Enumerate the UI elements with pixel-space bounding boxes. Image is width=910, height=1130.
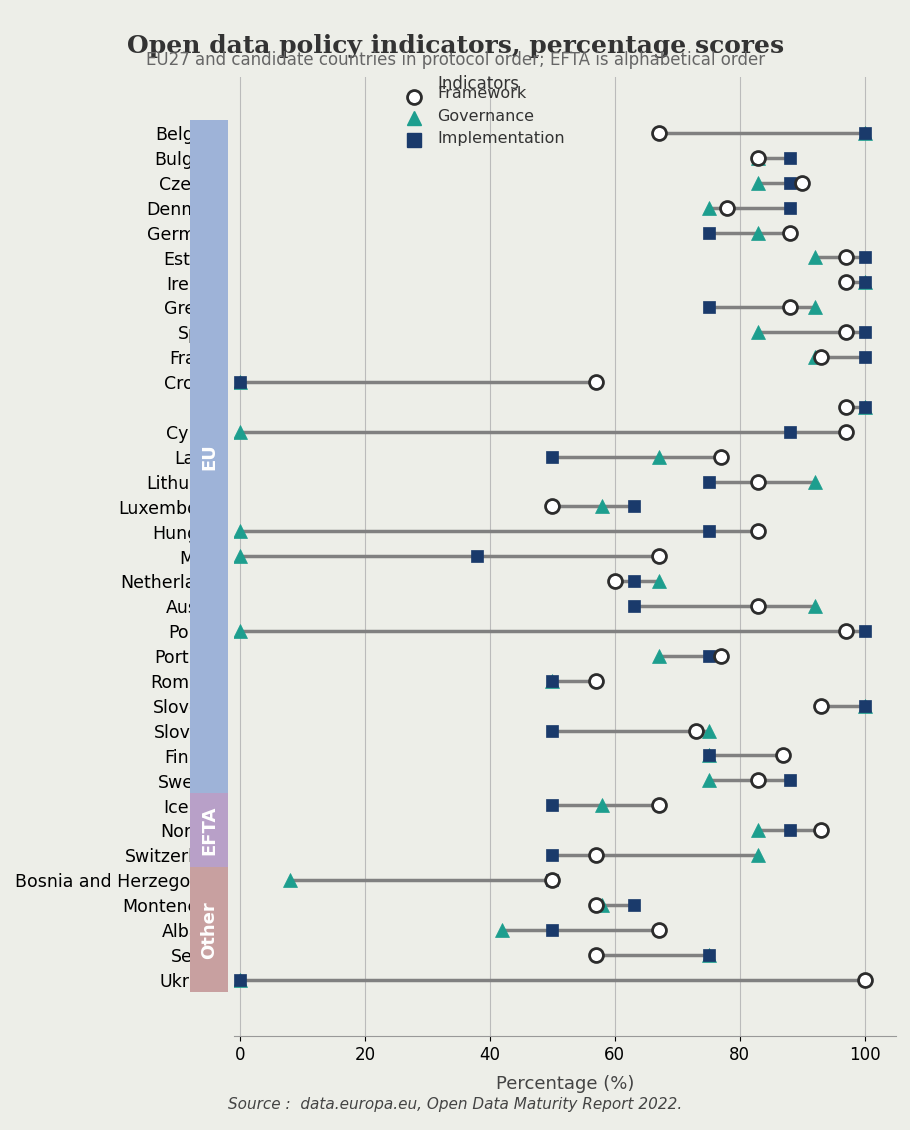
Text: EU27 and candidate countries in protocol order; EFTA is alphabetical order: EU27 and candidate countries in protocol… <box>146 51 764 69</box>
Text: Governance: Governance <box>437 110 533 124</box>
FancyBboxPatch shape <box>190 793 228 868</box>
Text: EU: EU <box>200 443 217 470</box>
Text: Source :  data.europa.eu, Open Data Maturity Report 2022.: Source : data.europa.eu, Open Data Matur… <box>228 1097 682 1112</box>
Text: Indicators: Indicators <box>437 75 519 93</box>
FancyBboxPatch shape <box>190 121 228 793</box>
Text: EFTA: EFTA <box>200 806 217 855</box>
X-axis label: Percentage (%): Percentage (%) <box>495 1075 633 1093</box>
Text: Implementation: Implementation <box>437 131 564 146</box>
FancyBboxPatch shape <box>190 868 228 992</box>
Text: Framework: Framework <box>437 86 526 101</box>
Text: Other: Other <box>200 901 217 958</box>
Text: Open data policy indicators, percentage scores: Open data policy indicators, percentage … <box>126 34 784 58</box>
